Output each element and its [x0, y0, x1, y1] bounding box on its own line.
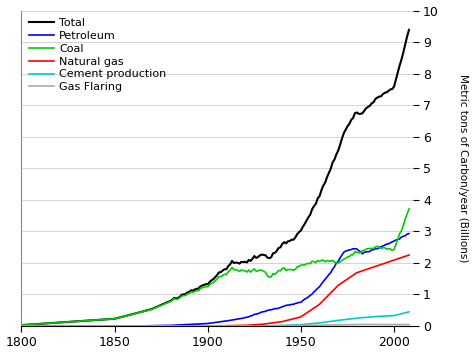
Cement production — [30, 324, 36, 328]
Petroleum — [156, 323, 162, 328]
Gas Flaring — [354, 322, 360, 327]
Line: Coal: Coal — [21, 209, 409, 325]
Total — [406, 28, 412, 32]
Cement production — [406, 310, 412, 314]
Gas Flaring — [30, 324, 36, 328]
Cement production — [18, 324, 24, 328]
Petroleum — [334, 261, 339, 265]
Gas Flaring — [294, 323, 300, 328]
Cement production — [156, 324, 162, 328]
Petroleum — [294, 301, 300, 305]
Cement production — [285, 323, 291, 327]
Natural gas — [285, 318, 291, 322]
Cement production — [294, 323, 300, 327]
Y-axis label: Metric tons of Carbon/year (Billions): Metric tons of Carbon/year (Billions) — [458, 74, 468, 262]
Natural gas — [30, 324, 36, 328]
Cement production — [334, 318, 339, 323]
Gas Flaring — [334, 323, 339, 327]
Natural gas — [156, 324, 162, 328]
Total — [100, 317, 106, 322]
Line: Natural gas: Natural gas — [21, 255, 409, 326]
Petroleum — [18, 324, 24, 328]
Natural gas — [406, 253, 412, 257]
Petroleum — [285, 303, 291, 307]
Line: Total: Total — [21, 30, 409, 325]
Total — [294, 232, 300, 236]
Coal — [18, 323, 24, 327]
Gas Flaring — [406, 322, 412, 327]
Natural gas — [18, 324, 24, 328]
Total — [285, 239, 291, 244]
Line: Cement production: Cement production — [21, 312, 409, 326]
Gas Flaring — [100, 324, 106, 328]
Cement production — [100, 324, 106, 328]
Natural gas — [334, 285, 339, 289]
Coal — [156, 304, 162, 308]
Coal — [334, 261, 339, 265]
Line: Gas Flaring: Gas Flaring — [21, 324, 409, 326]
Gas Flaring — [156, 324, 162, 328]
Gas Flaring — [18, 324, 24, 328]
Total — [18, 323, 24, 327]
Natural gas — [100, 324, 106, 328]
Coal — [30, 322, 36, 327]
Line: Petroleum: Petroleum — [21, 234, 409, 326]
Coal — [100, 317, 106, 322]
Coal — [406, 207, 412, 211]
Petroleum — [406, 231, 412, 236]
Petroleum — [100, 324, 106, 328]
Natural gas — [294, 316, 300, 320]
Petroleum — [30, 324, 36, 328]
Gas Flaring — [285, 323, 291, 328]
Coal — [285, 267, 291, 272]
Total — [156, 304, 162, 308]
Coal — [294, 265, 300, 269]
Legend: Total, Petroleum, Coal, Natural gas, Cement production, Gas Flaring: Total, Petroleum, Coal, Natural gas, Cem… — [27, 16, 169, 94]
Total — [334, 152, 339, 157]
Total — [30, 322, 36, 327]
